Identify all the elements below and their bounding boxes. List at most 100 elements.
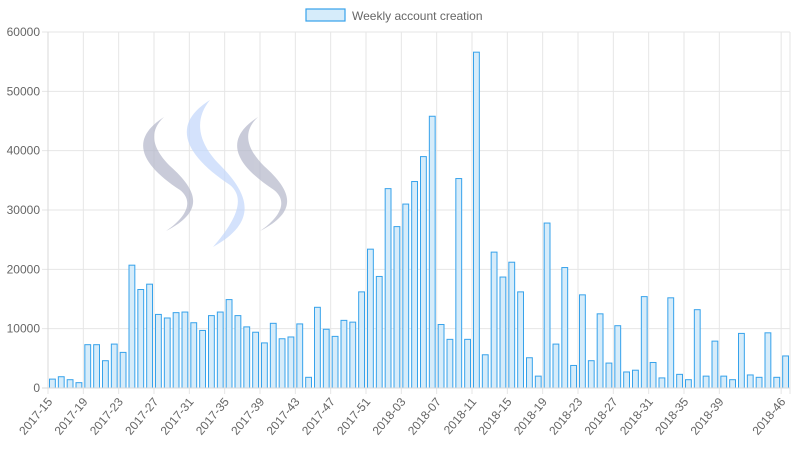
bar[interactable] (367, 248, 374, 389)
bar[interactable] (543, 222, 551, 389)
y-tick-label: 10000 (7, 322, 41, 336)
bar[interactable] (402, 203, 410, 389)
bar[interactable] (269, 322, 277, 389)
bar[interactable] (579, 294, 586, 389)
bar[interactable] (128, 264, 136, 389)
bar[interactable] (57, 376, 65, 389)
bar[interactable] (181, 311, 189, 389)
bar[interactable] (331, 335, 339, 389)
bar[interactable] (358, 291, 365, 389)
x-tick-label: 2018-39 (688, 395, 727, 438)
bar[interactable] (137, 289, 145, 389)
bar[interactable] (534, 375, 542, 389)
bar[interactable] (349, 321, 357, 389)
bar[interactable] (632, 369, 639, 389)
bar[interactable] (384, 188, 392, 389)
bar[interactable] (216, 311, 224, 389)
bar[interactable] (649, 361, 657, 389)
bar[interactable] (375, 275, 383, 389)
bar[interactable] (199, 329, 206, 389)
bar[interactable] (623, 371, 630, 389)
bar[interactable] (676, 373, 683, 389)
x-tick-label: 2018-11 (441, 395, 480, 437)
bar[interactable] (693, 309, 701, 389)
bar[interactable] (738, 332, 745, 389)
bar[interactable] (587, 360, 595, 389)
bar[interactable] (685, 379, 692, 389)
bar[interactable] (437, 324, 445, 389)
bar[interactable] (729, 379, 736, 389)
bar[interactable] (93, 344, 100, 389)
bar[interactable] (75, 382, 83, 389)
x-tick-label: 2017-39 (228, 395, 267, 438)
bar[interactable] (517, 291, 524, 389)
bar[interactable] (278, 338, 286, 389)
bar[interactable] (605, 362, 613, 389)
bar[interactable] (49, 378, 56, 389)
bar[interactable] (490, 251, 498, 389)
bar[interactable] (640, 296, 648, 389)
legend[interactable]: Weekly account creation (305, 8, 483, 23)
bar[interactable] (702, 375, 710, 389)
y-tick-label: 30000 (7, 203, 41, 217)
bar[interactable] (711, 340, 719, 389)
bar[interactable] (305, 376, 312, 389)
bar[interactable] (658, 377, 666, 389)
bar[interactable] (190, 322, 198, 389)
bar[interactable] (261, 342, 268, 389)
bar[interactable] (411, 181, 418, 389)
bar[interactable] (614, 325, 622, 389)
x-tick-label: 2017-47 (299, 395, 338, 438)
bar[interactable] (667, 297, 675, 389)
x-tick-label: 2017-27 (122, 395, 161, 438)
bar[interactable] (428, 115, 436, 389)
bar[interactable] (102, 360, 109, 389)
bar[interactable] (314, 306, 321, 389)
y-tick-label: 60000 (7, 25, 41, 39)
y-tick-label: 20000 (7, 262, 41, 276)
bar[interactable] (782, 355, 789, 389)
x-tick-label: 2018-31 (617, 395, 656, 438)
bar[interactable] (208, 315, 215, 389)
bar[interactable] (146, 283, 153, 389)
bar[interactable] (155, 313, 162, 389)
bar[interactable] (773, 376, 781, 389)
bar[interactable] (464, 338, 471, 389)
bar[interactable] (570, 364, 577, 389)
x-tick-label: 2018-27 (582, 395, 621, 438)
bar[interactable] (764, 332, 772, 389)
bar[interactable] (119, 351, 127, 389)
bar[interactable] (287, 336, 295, 389)
bar[interactable] (322, 328, 330, 389)
bar[interactable] (84, 344, 92, 389)
bar[interactable] (755, 376, 763, 389)
grid (42, 31, 791, 394)
bar[interactable] (746, 374, 754, 389)
bar[interactable] (110, 343, 118, 389)
bar[interactable] (720, 375, 728, 389)
bar[interactable] (234, 315, 242, 389)
bar[interactable] (420, 156, 427, 389)
bar[interactable] (552, 343, 560, 389)
bar[interactable] (296, 323, 304, 389)
bar[interactable] (66, 379, 74, 389)
bar[interactable] (446, 338, 454, 389)
bar[interactable] (340, 319, 348, 389)
bar[interactable] (526, 357, 533, 389)
x-tick-label: 2018-23 (546, 395, 585, 438)
bar[interactable] (481, 354, 489, 389)
bar[interactable] (596, 313, 604, 389)
y-tick-label: 50000 (7, 84, 41, 98)
bar[interactable] (473, 51, 480, 389)
bar[interactable] (163, 317, 171, 389)
bar[interactable] (243, 326, 251, 389)
bar[interactable] (561, 267, 569, 389)
bar[interactable] (393, 226, 401, 389)
bar[interactable] (508, 261, 516, 389)
bar[interactable] (499, 276, 507, 389)
bar[interactable] (172, 312, 180, 389)
bar[interactable] (455, 178, 463, 389)
bar[interactable] (252, 331, 259, 389)
bar[interactable] (225, 299, 233, 389)
